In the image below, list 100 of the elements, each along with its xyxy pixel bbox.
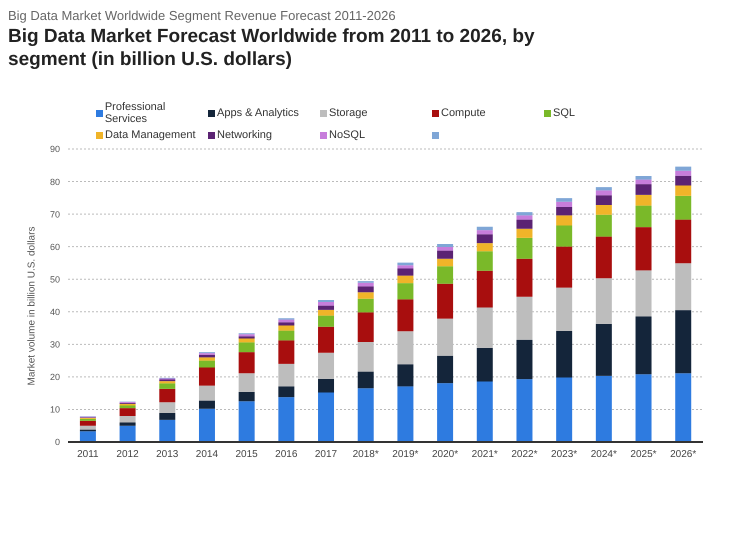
bar	[358, 372, 374, 388]
bar	[516, 258, 532, 297]
bar	[80, 426, 96, 430]
bar	[476, 381, 493, 442]
x-tick-label: 2024*	[590, 449, 617, 460]
bar	[318, 310, 334, 316]
bar	[318, 326, 334, 353]
bar	[556, 206, 572, 216]
bar	[476, 348, 493, 382]
bar	[120, 426, 136, 442]
bar	[437, 284, 454, 319]
bar	[476, 226, 493, 230]
bar	[596, 187, 612, 190]
bar	[358, 388, 374, 442]
y-tick-label: 0	[54, 437, 60, 448]
bar	[596, 195, 612, 205]
bar	[636, 184, 652, 195]
bar	[596, 190, 612, 196]
bar	[198, 360, 215, 368]
bar	[397, 268, 414, 276]
legend-label: Apps & Analytics	[217, 107, 299, 119]
bar	[198, 400, 215, 409]
bar	[358, 286, 374, 292]
x-tick-label: 2015	[235, 449, 258, 460]
x-tick-label: 2019*	[392, 449, 419, 460]
bar	[636, 227, 652, 270]
bar	[397, 299, 414, 332]
x-tick-label: 2021*	[472, 449, 498, 460]
bar	[675, 310, 692, 374]
bar	[675, 170, 692, 176]
bar	[358, 292, 374, 299]
bar	[198, 367, 215, 386]
y-tick-label: 30	[50, 340, 60, 350]
x-tick-label: 2013	[156, 449, 179, 460]
bar	[476, 230, 493, 234]
bar	[120, 408, 136, 416]
bar	[397, 265, 414, 268]
x-tick-label: 2022*	[511, 449, 538, 460]
bar	[159, 388, 176, 402]
bar	[596, 204, 612, 215]
bar	[556, 246, 572, 288]
bar	[516, 215, 532, 220]
y-tick-label: 50	[50, 274, 60, 284]
bar	[636, 374, 652, 442]
bar	[556, 330, 572, 378]
bar	[120, 422, 136, 426]
bar	[358, 282, 374, 286]
bar	[516, 228, 532, 238]
y-tick-label: 10	[50, 404, 60, 415]
bar	[278, 397, 294, 442]
x-tick-label: 2017	[314, 449, 338, 460]
bar	[556, 215, 572, 226]
bar	[278, 322, 294, 326]
bar	[476, 270, 493, 308]
legend-label: SQL	[553, 107, 576, 119]
bar	[397, 364, 414, 386]
bar	[238, 342, 255, 352]
bar	[198, 354, 215, 358]
x-tick-label: 2023*	[551, 449, 578, 460]
legend-label: Storage	[329, 107, 368, 119]
bar	[397, 276, 414, 284]
legend-label: Networking	[217, 129, 272, 141]
bar	[278, 340, 294, 364]
bar	[437, 244, 454, 247]
bar	[675, 176, 692, 186]
bar	[238, 352, 255, 374]
x-tick-label: 2016	[275, 449, 298, 460]
bar	[437, 250, 454, 259]
bar	[675, 196, 692, 220]
bar	[80, 420, 96, 426]
bar	[238, 401, 255, 442]
bar	[437, 246, 454, 251]
legend-label: Compute	[441, 107, 486, 119]
y-tick-label: 90	[50, 144, 60, 154]
bar	[397, 262, 414, 266]
bar	[476, 243, 493, 252]
bar	[675, 185, 692, 196]
bar	[675, 166, 692, 171]
bar	[120, 416, 136, 422]
bar	[198, 386, 215, 401]
bar	[556, 198, 572, 202]
bar	[358, 312, 374, 342]
x-tick-label: 2020*	[432, 449, 458, 460]
bar	[636, 176, 652, 180]
bar	[278, 386, 294, 398]
bar	[278, 325, 294, 331]
x-tick-label: 2018*	[352, 449, 379, 460]
bar	[159, 383, 176, 389]
bar	[516, 220, 532, 229]
x-tick-label: 2026*	[670, 449, 696, 460]
y-tick-label: 60	[50, 242, 60, 252]
bar	[516, 212, 532, 216]
bar	[556, 202, 572, 207]
bar	[516, 238, 532, 259]
bar	[198, 408, 215, 442]
chart-title: Big Data Market Forecast Worldwide from 2011 to 2026, by segment (in billion U.S. dollars)	[8, 25, 536, 71]
bar	[516, 340, 532, 380]
bar	[278, 330, 294, 340]
bar	[675, 220, 692, 264]
bar	[358, 298, 374, 312]
